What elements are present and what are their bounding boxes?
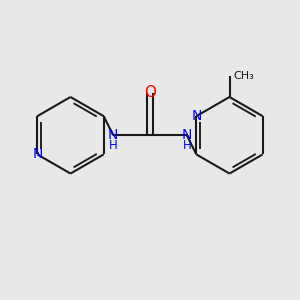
Text: H: H	[182, 139, 191, 152]
Text: N: N	[32, 147, 43, 161]
Text: N: N	[182, 128, 192, 142]
Text: O: O	[144, 85, 156, 100]
Text: N: N	[191, 109, 202, 123]
Text: CH₃: CH₃	[233, 71, 254, 81]
Text: H: H	[109, 139, 118, 152]
Text: N: N	[108, 128, 119, 142]
